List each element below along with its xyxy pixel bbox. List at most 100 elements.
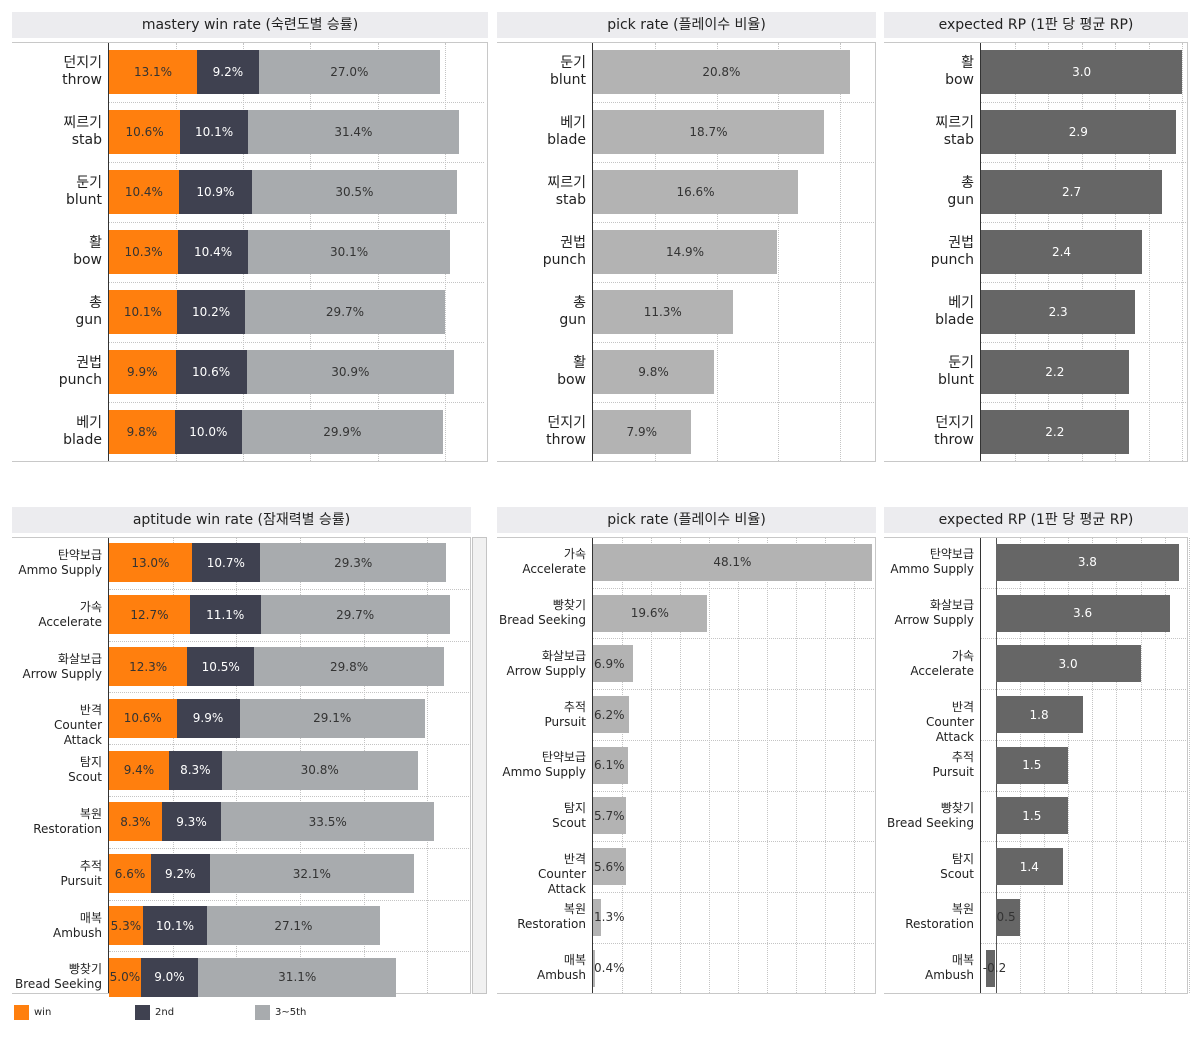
category-label-en: Counter Attack — [538, 866, 586, 896]
category-label-en: stab — [943, 132, 974, 148]
category-label-en: Pursuit — [932, 765, 974, 780]
row-separator — [981, 891, 1188, 893]
category-label-kr: 둔기 — [560, 54, 586, 71]
category-label-kr: 둔기 — [76, 174, 102, 191]
data-label: 10.1% — [155, 918, 194, 933]
grid-line — [708, 538, 710, 993]
bar — [981, 110, 1176, 154]
data-label: 9.2% — [165, 866, 196, 881]
grid-line — [679, 538, 681, 993]
data-label: 18.7% — [689, 125, 728, 139]
category-label: 권법 punch — [12, 355, 102, 390]
bar — [995, 696, 1083, 733]
bar — [593, 594, 707, 632]
row-separator — [109, 222, 484, 223]
vertical-scrollbar[interactable] — [472, 537, 487, 994]
row-separator — [981, 638, 1188, 640]
category-label-kr: 빵찾기 — [552, 598, 586, 613]
row-separator — [109, 899, 471, 901]
aptitude-rp-panel: expected RP (1판 당 평균 RP) 3.8 3.6 3.0 1.8 1.5 1… — [884, 507, 1190, 994]
data-label: 9.8% — [638, 365, 669, 379]
data-label: 0.4% — [594, 961, 625, 975]
bar — [593, 350, 714, 394]
bar-2nd: 8.3% — [168, 750, 222, 790]
category-label-kr: 찌르기 — [935, 114, 974, 131]
category-label-en: gun — [75, 312, 102, 328]
grid-line — [824, 538, 826, 993]
row-separator — [109, 102, 484, 103]
grid-line — [840, 43, 841, 461]
category-label: 탐지 Scout — [884, 852, 974, 882]
data-label: 27.1% — [274, 918, 313, 933]
data-label: 30.8% — [300, 763, 339, 778]
bar-win: 10.1% — [109, 290, 177, 334]
category-label-en: Pursuit — [544, 714, 586, 729]
category-label-en: Pursuit — [60, 873, 102, 888]
data-label: 20.8% — [702, 65, 741, 79]
category-label-kr: 활 — [573, 354, 586, 371]
category-label-kr: 총 — [573, 294, 586, 311]
category-label: 추적 Pursuit — [497, 700, 586, 730]
category-label-kr: 탐지 — [79, 755, 102, 770]
bar-3-5th: 30.5% — [252, 170, 457, 214]
category-label-kr: 화살보급 — [57, 651, 102, 666]
category-label: 탄약보급 Ammo Supply — [497, 750, 586, 780]
bar-2nd: 10.5% — [187, 647, 255, 686]
mastery-win-panel: mastery win rate (숙련도별 승률) 13.1% 9.2% 27.0%… — [12, 12, 488, 462]
aptitude-pick-panel: pick rate (플레이수 비율) 48.1% 19.6% 6.9% 6.2% 6.1… — [497, 507, 876, 994]
bar-2nd: 10.2% — [176, 290, 246, 334]
row-separator — [109, 951, 471, 953]
category-label-en: gun — [947, 192, 974, 208]
grid-line — [853, 538, 855, 993]
row-separator — [981, 162, 1188, 163]
category-label-en: bow — [73, 252, 102, 268]
data-label: 9.4% — [123, 763, 155, 778]
data-label: 1.8 — [1029, 707, 1049, 722]
category-label: 매복 Ambush — [497, 953, 586, 983]
category-label-kr: 빵찾기 — [68, 962, 102, 977]
data-label: 30.5% — [335, 185, 374, 199]
category-label: 복원 Restoration — [497, 902, 586, 932]
bar — [593, 410, 691, 454]
data-label: 9.8% — [126, 425, 158, 439]
category-label: 찌르기 stab — [884, 115, 974, 150]
bar — [995, 594, 1170, 632]
row-separator — [981, 342, 1188, 343]
aptitude-rp-plot-area: 3.8 3.6 3.0 1.8 1.5 1.5 1.4 0.5 -0.2 — [980, 538, 1190, 993]
grid-line — [651, 538, 652, 993]
data-label: 11.3% — [643, 305, 682, 319]
category-label: 총 gun — [497, 295, 586, 330]
data-label: 33.5% — [308, 814, 347, 829]
category-label-kr: 탄약보급 — [929, 547, 974, 562]
category-label-kr: 둔기 — [948, 354, 974, 371]
category-label-kr: 반격 — [951, 699, 974, 714]
grid-line — [766, 538, 768, 993]
category-label-kr: 던지기 — [547, 414, 586, 431]
bar — [593, 543, 872, 581]
data-label: 12.7% — [130, 607, 169, 622]
bar-2nd: 10.1% — [142, 906, 208, 945]
row-separator — [109, 744, 471, 746]
aptitude-pick-plot-area: 48.1% 19.6% 6.9% 6.2% 6.1% 5.7% 5.6% 1.3% 0.4% — [592, 538, 876, 993]
data-label: 8.3% — [120, 814, 151, 829]
category-label: 가속 Accelerate — [884, 649, 974, 679]
grid-line — [1140, 538, 1142, 993]
category-label-kr: 권법 — [560, 234, 586, 251]
bar-2nd: 11.1% — [189, 595, 261, 635]
bar-win: 10.3% — [109, 230, 179, 274]
grid-line — [1164, 538, 1166, 993]
category-label-kr: 베기 — [76, 414, 102, 431]
data-label: 6.9% — [594, 656, 625, 671]
grid-line — [1182, 43, 1184, 461]
aptitude-pick-title: pick rate (플레이수 비율) — [497, 507, 876, 533]
data-label: 10.3% — [124, 245, 163, 259]
category-label: 반격 Counter Attack — [884, 700, 974, 745]
bar — [593, 898, 601, 936]
category-label-kr: 가속 — [951, 648, 974, 663]
data-label: 16.6% — [676, 185, 715, 199]
bar — [593, 170, 798, 214]
row-separator — [593, 891, 876, 893]
row-separator — [593, 790, 876, 792]
category-label: 빵찾기 Bread Seeking — [12, 962, 102, 992]
category-label: 탐지 Scout — [12, 755, 102, 785]
